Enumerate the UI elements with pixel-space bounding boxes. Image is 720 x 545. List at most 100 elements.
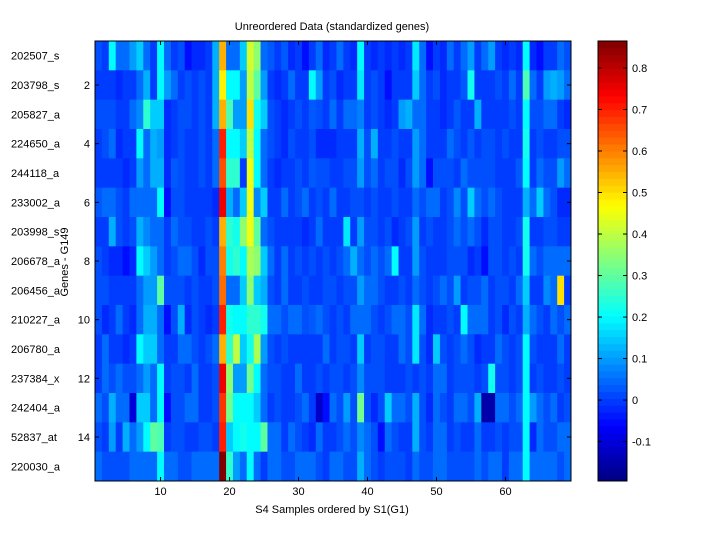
colorbar-tick-label: 0.5	[632, 188, 647, 200]
heatmap-cell	[550, 217, 558, 247]
heatmap-cell	[143, 246, 151, 277]
heatmap-cell	[108, 305, 117, 335]
heatmap-cell	[467, 187, 475, 218]
heatmap-cell	[384, 129, 393, 159]
heatmap-cell	[267, 275, 275, 306]
heatmap-cell	[364, 334, 372, 365]
colorbar-step	[598, 350, 627, 358]
heatmap-cell	[301, 158, 310, 189]
heatmap-cell	[557, 422, 565, 453]
heatmap-cell	[419, 451, 427, 482]
heatmap-cell	[439, 158, 448, 189]
colorbar-step	[598, 178, 627, 186]
heatmap-cell	[488, 363, 496, 394]
heatmap-cell	[274, 334, 282, 365]
heatmap-cell	[433, 334, 441, 365]
heatmap-cell	[163, 187, 172, 218]
heatmap-cell	[329, 187, 337, 218]
heatmap-cell	[460, 363, 468, 394]
heatmap-cell	[170, 305, 179, 335]
heatmap-cell	[267, 334, 275, 365]
heatmap-cell	[205, 129, 213, 159]
heatmap-cell	[405, 217, 413, 247]
heatmap-cell	[308, 393, 317, 423]
heatmap-cell	[170, 422, 179, 453]
heatmap-cell	[101, 187, 110, 218]
heatmap-cell	[377, 187, 386, 218]
heatmap-cell	[474, 305, 482, 335]
heatmap-cell	[398, 187, 406, 218]
heatmap-cell	[157, 334, 165, 365]
y-tick-label: 12	[78, 373, 90, 385]
gene-row-label: 202507_s	[11, 51, 60, 63]
heatmap-cell	[322, 451, 330, 482]
heatmap-cell	[543, 363, 551, 394]
heatmap-cell	[205, 246, 213, 277]
heatmap-cell	[108, 422, 117, 453]
heatmap-cell	[184, 99, 192, 130]
heatmap-cell	[184, 129, 192, 159]
heatmap-cell	[377, 217, 386, 247]
colorbar-tick-label: 0.3	[632, 271, 647, 283]
heatmap-cell	[502, 187, 510, 218]
heatmap-cell	[143, 158, 151, 189]
x-tick-label: 40	[361, 486, 373, 498]
heatmap-cell	[384, 393, 393, 423]
heatmap-cell	[467, 158, 475, 189]
heatmap-cell	[246, 187, 255, 218]
heatmap-cell	[377, 99, 386, 130]
heatmap-cell	[426, 70, 434, 101]
heatmap-cell	[336, 451, 344, 482]
heatmap-cell	[474, 363, 482, 394]
heatmap-cell	[488, 451, 496, 482]
heatmap-cell	[343, 334, 351, 365]
heatmap-cell	[453, 305, 462, 335]
heatmap-cell	[495, 129, 503, 159]
heatmap-cell	[398, 363, 406, 394]
heatmap-cell	[481, 422, 489, 453]
heatmap-cell	[198, 41, 206, 71]
heatmap-cell	[288, 41, 296, 71]
heatmap-cell	[315, 129, 324, 159]
heatmap-cell	[301, 217, 310, 247]
heatmap-cell	[212, 129, 220, 159]
heatmap-cell	[495, 158, 503, 189]
heatmap-cell	[308, 187, 317, 218]
heatmap-cell	[281, 99, 289, 130]
heatmap-cell	[329, 99, 337, 130]
heatmap-cell	[364, 422, 372, 453]
heatmap-cell	[143, 275, 151, 306]
heatmap-cell	[453, 275, 462, 306]
heatmap-cell	[350, 158, 358, 189]
heatmap-cell	[108, 393, 117, 423]
heatmap-cell	[350, 217, 358, 247]
heatmap-cell	[529, 217, 537, 247]
colorbar-step	[598, 240, 627, 248]
gene-row-label: 206678_a	[11, 256, 61, 268]
colorbar-step	[598, 288, 627, 296]
heatmap-cell	[205, 334, 213, 365]
colorbar-tick-label: -0.1	[632, 437, 651, 449]
heatmap-cell	[474, 246, 482, 277]
heatmap-cell	[301, 363, 310, 394]
heatmap-cell	[322, 246, 330, 277]
heatmap-cell	[150, 334, 158, 365]
heatmap-cell	[95, 275, 103, 306]
gene-row-label: 203798_s	[11, 80, 60, 92]
gene-row-label: 206456_a	[11, 285, 61, 297]
heatmap-cell	[446, 187, 455, 218]
heatmap-cell	[281, 246, 289, 277]
heatmap-cell	[460, 70, 468, 101]
heatmap-cell	[336, 129, 344, 159]
heatmap-cell	[198, 275, 206, 306]
heatmap-cell	[488, 70, 496, 101]
heatmap-cell	[288, 158, 296, 189]
heatmap-cell	[136, 334, 144, 365]
heatmap-cell	[384, 158, 393, 189]
heatmap-cell	[308, 451, 317, 482]
heatmap-cell	[426, 451, 434, 482]
heatmap-cell	[322, 275, 330, 306]
heatmap-cell	[508, 187, 517, 218]
heatmap-cell	[336, 246, 344, 277]
heatmap-cell	[108, 187, 117, 218]
